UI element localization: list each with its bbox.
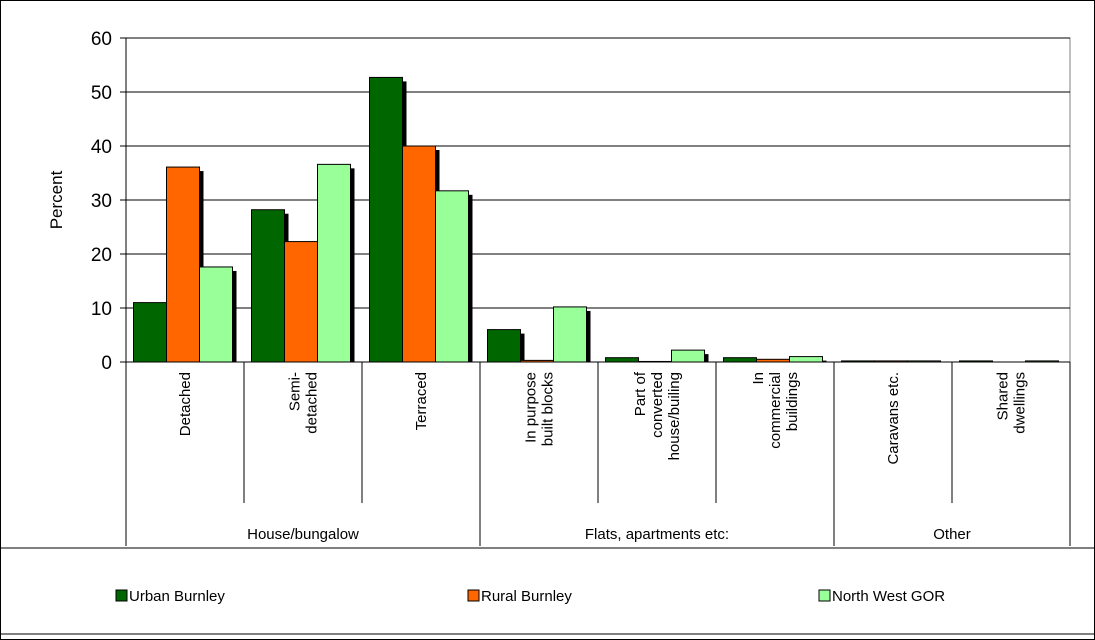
y-tick-label: 50 [91, 83, 112, 104]
y-tick-label: 0 [101, 353, 112, 374]
legend-label: Rural Burnley [481, 588, 572, 605]
legend-label: North West GOR [832, 588, 945, 605]
category-label-line: Detached [177, 372, 194, 436]
legend-swatch [115, 589, 128, 602]
category-label-line: house/builing [666, 372, 683, 460]
bar [402, 145, 436, 363]
category-label-line: commercial [767, 372, 784, 449]
group-label: Flats, apartments etc: [585, 526, 729, 543]
group-label: House/bungalow [247, 526, 359, 543]
legend-swatch [467, 589, 480, 602]
category-label-line: Semi- [287, 372, 304, 411]
category-label-line: buildings [784, 372, 801, 431]
category-label: Part ofconvertedhouse/builing [632, 371, 683, 460]
bar [789, 356, 823, 363]
legend-label: Urban Burnley [129, 588, 225, 605]
bar [251, 209, 285, 363]
bar [199, 266, 233, 363]
y-tick-label: 10 [91, 299, 112, 320]
category-label-line: detached [304, 372, 321, 434]
category-label-line: Part of [632, 371, 649, 416]
category-labels: Detached Semi-detached Terraced In purposeb… [177, 371, 1029, 464]
category-label-line: converted [649, 372, 666, 438]
category-label-line: Shared [995, 372, 1012, 420]
category-label-line: In [750, 372, 767, 385]
y-tick-label: 20 [91, 245, 112, 266]
legend-swatch [818, 589, 831, 602]
bar [435, 190, 469, 363]
category-label-line: In purpose [523, 372, 540, 443]
bar [317, 163, 351, 363]
category-label-line: Terraced [413, 372, 430, 430]
bar [133, 302, 167, 363]
category-label: In purposebuilt blocks [523, 372, 557, 446]
category-label: Semi-detached [287, 372, 321, 434]
group-label: Other [933, 526, 971, 543]
bar [671, 349, 705, 363]
legend: Urban Burnley Rural Burnley North West GOR [115, 588, 945, 605]
axes [0, 37, 1094, 635]
bar [369, 76, 403, 363]
bar [553, 306, 587, 363]
y-tick-label: 30 [91, 191, 112, 212]
bar [605, 357, 639, 363]
bar [723, 357, 757, 363]
category-label: Shareddwellings [995, 372, 1029, 434]
bar [487, 329, 521, 363]
category-label: Caravans etc. [885, 372, 902, 465]
group-labels: House/bungalow Flats, apartments etc: Othe… [247, 526, 971, 543]
category-label: Incommercialbuildings [750, 372, 801, 449]
category-label-line: dwellings [1012, 372, 1029, 434]
bar [166, 166, 200, 363]
category-label-line: built blocks [540, 372, 557, 446]
bar [284, 241, 318, 363]
y-tick-label: 40 [91, 137, 112, 158]
y-tick-labels: 0 10 20 30 40 50 60 [91, 29, 112, 374]
category-label: Terraced [413, 372, 430, 430]
y-axis-label: Percent [47, 170, 66, 229]
bars [133, 76, 1059, 363]
category-label-line: Caravans etc. [885, 372, 902, 465]
category-label: Detached [177, 372, 194, 436]
y-tick-label: 60 [91, 29, 112, 50]
